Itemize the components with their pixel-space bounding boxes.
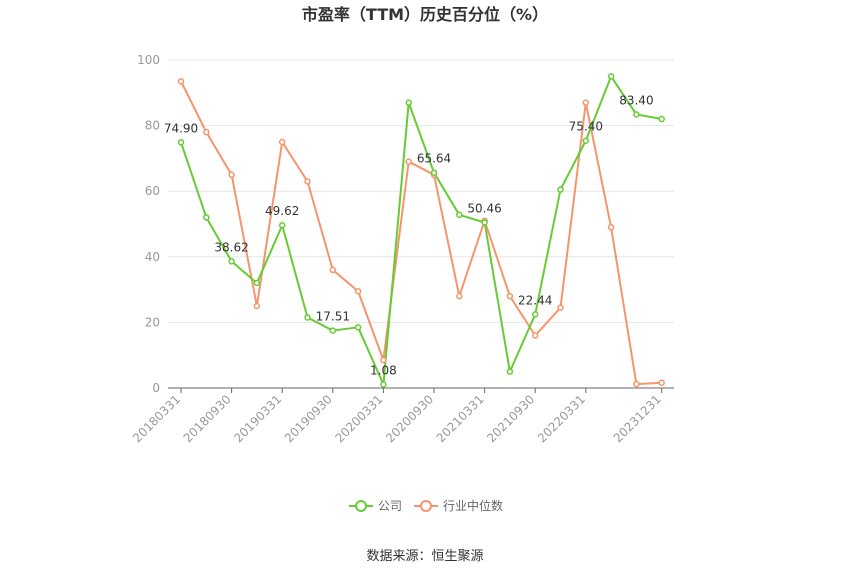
series-layer bbox=[177, 73, 665, 388]
data-point bbox=[354, 287, 362, 295]
x-tick-label: 20231231 bbox=[611, 392, 664, 445]
data-point bbox=[430, 169, 438, 176]
legend-item[interactable]: 公司 bbox=[349, 499, 402, 513]
data-point bbox=[304, 314, 311, 321]
x-tick-label: 20210930 bbox=[484, 392, 537, 445]
data-point bbox=[531, 311, 539, 318]
source-note: 数据来源：恒生聚源 bbox=[366, 549, 483, 564]
x-tick-label: 20180331 bbox=[130, 392, 183, 445]
data-label: 38.62 bbox=[214, 240, 248, 254]
data-point bbox=[506, 368, 514, 375]
y-tick-label: 80 bbox=[145, 119, 160, 133]
data-point bbox=[304, 178, 311, 185]
data-point bbox=[658, 379, 665, 387]
data-point bbox=[177, 78, 185, 85]
legend-swatch-marker bbox=[420, 500, 432, 512]
legend-swatch-marker bbox=[355, 500, 367, 512]
data-point bbox=[228, 258, 235, 265]
data-point bbox=[607, 73, 615, 80]
chart-title: 市盈率（TTM）历史百分位（%） bbox=[302, 5, 548, 24]
y-tick-label: 20 bbox=[145, 315, 160, 329]
y-tick-label: 60 bbox=[145, 184, 160, 198]
data-point bbox=[203, 214, 210, 221]
data-label: 17.51 bbox=[316, 310, 350, 324]
data-point bbox=[607, 224, 615, 231]
data-point bbox=[253, 279, 261, 287]
data-point bbox=[582, 137, 590, 144]
x-tick-label: 20210331 bbox=[434, 392, 487, 445]
x-tick-label: 20190331 bbox=[231, 392, 284, 445]
data-point bbox=[557, 304, 564, 311]
series-line bbox=[180, 80, 662, 386]
data-labels: 74.90 38.62 49.62 17.51 1.08 65.64 50.46 22.44 7… bbox=[164, 93, 654, 377]
data-point bbox=[633, 380, 640, 388]
data-label: 74.90 bbox=[164, 121, 198, 135]
data-label: 22.44 bbox=[518, 293, 552, 307]
data-point bbox=[380, 356, 387, 364]
data-point bbox=[633, 111, 640, 118]
data-point bbox=[278, 221, 286, 229]
y-tick-label: 100 bbox=[137, 53, 160, 67]
data-point bbox=[582, 99, 590, 106]
x-tick-label: 20180930 bbox=[181, 392, 234, 445]
data-point bbox=[177, 139, 185, 146]
data-point bbox=[405, 158, 412, 165]
data-point bbox=[354, 324, 362, 331]
data-point bbox=[203, 128, 210, 136]
series-line bbox=[180, 75, 662, 386]
y-tick-label: 40 bbox=[145, 250, 160, 264]
data-point bbox=[531, 332, 539, 339]
legend[interactable]: 公司 行业中位数 bbox=[349, 498, 503, 513]
data-point bbox=[329, 327, 337, 334]
x-tick-label: 20200331 bbox=[332, 392, 385, 445]
data-label: 75.40 bbox=[569, 120, 603, 134]
data-point bbox=[506, 292, 514, 300]
data-point bbox=[481, 219, 488, 226]
data-point bbox=[253, 302, 261, 310]
data-point bbox=[278, 138, 286, 146]
legend-label: 公司 bbox=[378, 499, 402, 513]
data-point bbox=[329, 266, 337, 274]
x-axis: 2018033120180930201903312019093020200331… bbox=[130, 387, 674, 445]
x-tick-label: 20190930 bbox=[282, 392, 335, 445]
y-axis-ticks: 0 20 40 60 80 100 bbox=[137, 53, 160, 395]
data-point bbox=[456, 211, 463, 219]
data-point bbox=[228, 171, 235, 179]
data-label: 50.46 bbox=[467, 201, 501, 215]
data-point bbox=[557, 186, 564, 193]
grid-lines bbox=[168, 59, 674, 323]
y-tick-label: 0 bbox=[152, 381, 160, 395]
data-label: 83.40 bbox=[619, 93, 653, 107]
data-point bbox=[380, 381, 387, 388]
legend-item[interactable]: 行业中位数 bbox=[414, 498, 503, 513]
x-tick-label: 20220331 bbox=[535, 392, 588, 445]
data-point bbox=[405, 99, 412, 106]
data-label: 65.64 bbox=[417, 152, 451, 166]
data-label: 1.08 bbox=[370, 363, 397, 377]
data-point bbox=[658, 115, 665, 123]
legend-label: 行业中位数 bbox=[443, 498, 503, 513]
x-tick-label: 20200930 bbox=[383, 392, 436, 445]
data-label: 49.62 bbox=[265, 204, 299, 218]
data-point bbox=[456, 292, 463, 300]
